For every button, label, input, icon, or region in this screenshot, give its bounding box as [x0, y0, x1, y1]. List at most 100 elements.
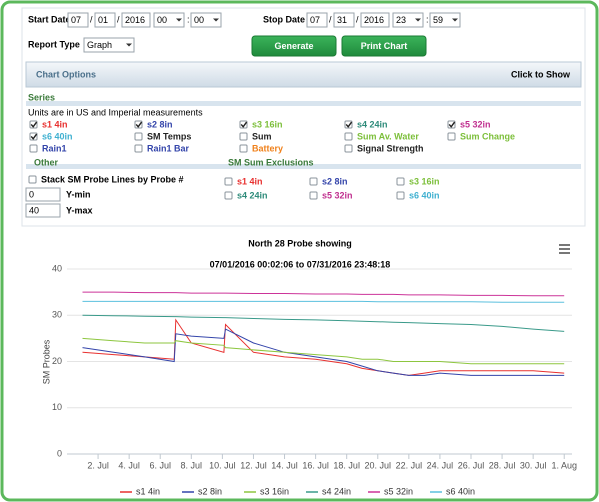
- report-type-label: Report Type: [28, 39, 80, 49]
- checkbox[interactable]: [239, 144, 248, 153]
- checkbox[interactable]: [309, 191, 318, 200]
- x-tick-label: 30. Jul: [520, 460, 547, 470]
- report-type-select-value: Graph: [87, 40, 112, 50]
- exclusion-option: s6 40in: [409, 190, 440, 200]
- checkmark: [345, 121, 353, 128]
- section-heading: SM Sum Exclusions: [228, 157, 314, 167]
- ymax-input[interactable]: [25, 203, 61, 218]
- checkbox[interactable]: [239, 132, 248, 141]
- year-input[interactable]: [360, 12, 390, 28]
- series-option: s2 8in: [147, 119, 173, 129]
- chart-options-title: Chart Options: [36, 69, 96, 79]
- y-axis-title: SM Probes: [41, 339, 51, 384]
- series-option: Rain1: [42, 143, 67, 153]
- date-separator: /: [90, 14, 93, 24]
- y-tick-label: 10: [52, 402, 62, 412]
- x-tick-label: 20. Jul: [365, 460, 392, 470]
- day-input-value: 01: [98, 15, 108, 25]
- checkbox[interactable]: [224, 191, 233, 200]
- hour-select[interactable]: [392, 12, 424, 28]
- exclusion-option: s3 16in: [409, 176, 440, 186]
- select-arrow: [452, 18, 458, 22]
- month-input-value: 07: [71, 15, 81, 25]
- checkmark: [240, 121, 248, 128]
- minute-select-value: 00: [194, 15, 204, 25]
- legend-label: s1 4in: [136, 486, 160, 496]
- date-separator: /: [329, 14, 332, 24]
- minute-select[interactable]: [190, 12, 222, 28]
- checkbox[interactable]: [134, 144, 143, 153]
- legend-label: s4 24in: [322, 486, 351, 496]
- exclusion-option: s2 8in: [322, 176, 348, 186]
- time-separator: :: [426, 14, 429, 24]
- day-input-value: 31: [337, 15, 347, 25]
- legend-label: s3 16in: [260, 486, 289, 496]
- stack-label: Stack SM Probe Lines by Probe #: [41, 174, 184, 184]
- checkmark: [135, 121, 143, 128]
- hour-select-value: 00: [157, 15, 167, 25]
- year-input[interactable]: [121, 12, 151, 28]
- minute-select[interactable]: [429, 12, 461, 28]
- checkbox[interactable]: [344, 144, 353, 153]
- chart-subtitle: 07/01/2016 00:02:06 to 07/31/2016 23:48:…: [210, 259, 391, 269]
- section-heading: Series: [28, 92, 55, 102]
- x-tick-label: 24. Jul: [427, 460, 454, 470]
- select-arrow: [126, 43, 132, 47]
- x-tick-label: 8. Jul: [181, 460, 203, 470]
- checkbox[interactable]: [396, 177, 405, 186]
- checkbox[interactable]: [309, 177, 318, 186]
- series-option: s5 32in: [460, 119, 491, 129]
- day-input[interactable]: [94, 12, 116, 28]
- day-input[interactable]: [333, 12, 355, 28]
- chart-options-bar[interactable]: [25, 61, 582, 88]
- series-option: s4 24in: [357, 119, 388, 129]
- series-option: s1 4in: [42, 119, 68, 129]
- report-type-select[interactable]: [83, 37, 135, 53]
- minute-select-value: 59: [433, 15, 443, 25]
- series-line: [82, 291, 565, 297]
- checkbox[interactable]: [134, 132, 143, 141]
- series-option: SM Temps: [147, 131, 191, 141]
- ymax-input-value: 40: [29, 205, 39, 215]
- checkbox[interactable]: [224, 177, 233, 186]
- year-input-value: 2016: [364, 15, 384, 25]
- menu-icon[interactable]: [559, 244, 570, 254]
- y-tick-label: 40: [52, 263, 62, 273]
- exclusion-option: s5 32in: [322, 190, 353, 200]
- units-note: Units are in US and Imperial measurement…: [28, 107, 203, 117]
- series-line: [82, 300, 565, 303]
- date-label: Stop Date: [263, 14, 305, 24]
- checkmark: [30, 133, 38, 140]
- series-option: s6 40in: [42, 131, 73, 141]
- date-separator: /: [356, 14, 359, 24]
- hour-select[interactable]: [153, 12, 185, 28]
- checkbox[interactable]: [447, 132, 456, 141]
- ymin-input[interactable]: [25, 187, 61, 202]
- checkmark: [448, 121, 456, 128]
- checkbox[interactable]: [29, 144, 38, 153]
- x-tick-label: 6. Jul: [149, 460, 171, 470]
- checkbox[interactable]: [28, 175, 37, 184]
- select-arrow: [213, 18, 219, 22]
- year-input-value: 2016: [125, 15, 145, 25]
- x-tick-label: 1. Aug: [551, 460, 577, 470]
- legend-label: s2 8in: [198, 486, 222, 496]
- button[interactable]: [341, 35, 427, 57]
- checkbox[interactable]: [396, 191, 405, 200]
- y-tick-label: 0: [57, 448, 62, 458]
- ymin-label: Y-min: [66, 189, 91, 199]
- checkbox[interactable]: [344, 132, 353, 141]
- x-tick-label: 26. Jul: [458, 460, 485, 470]
- month-input[interactable]: [306, 12, 328, 28]
- x-tick-label: 10. Jul: [209, 460, 236, 470]
- x-tick-label: 22. Jul: [396, 460, 423, 470]
- checkmark: [30, 121, 38, 128]
- ymin-input-value: 0: [29, 189, 34, 199]
- series-option: Rain1 Bar: [147, 143, 190, 153]
- series-line: [82, 337, 565, 365]
- month-input[interactable]: [67, 12, 89, 28]
- series-option: s3 16in: [252, 119, 283, 129]
- button[interactable]: [251, 35, 337, 57]
- chart-title: North 28 Probe showing: [248, 238, 352, 248]
